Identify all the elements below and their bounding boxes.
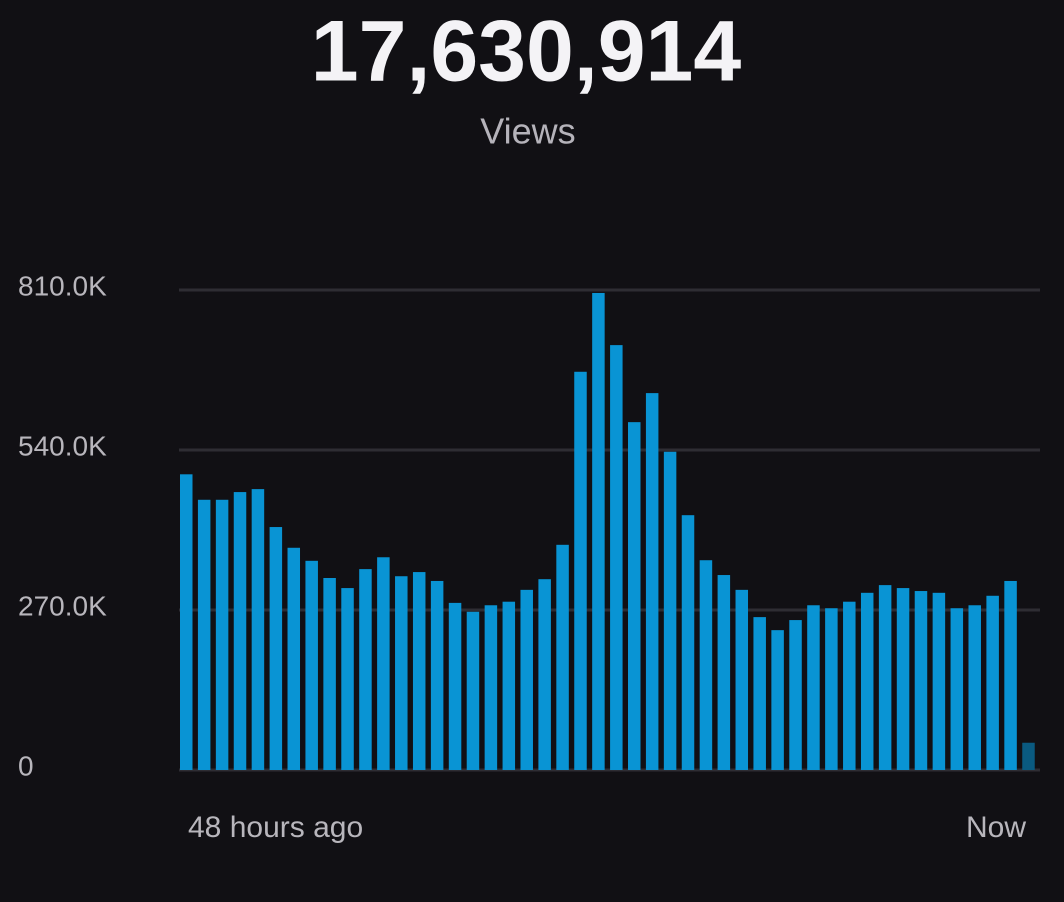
bar [592,292,605,770]
bar [789,620,802,770]
bar [645,393,659,770]
bar [377,557,390,770]
bar [699,560,713,770]
bar [448,602,462,770]
x-label-start: 48 hours ago [188,811,363,844]
y-tick-label: 0 [18,750,34,781]
bar [771,630,784,770]
bar [556,544,569,770]
total-views: 17,630,914 [311,4,742,100]
bar [1004,580,1017,770]
bar [735,589,749,770]
bar [520,589,533,770]
bar [395,576,408,770]
bar [359,569,372,770]
bar [663,451,677,770]
bar [825,608,838,770]
bar [287,547,301,770]
bar [950,608,964,770]
bar [807,605,820,770]
bar [1022,742,1035,770]
bar [466,611,480,770]
bar [968,605,981,770]
bar [323,578,336,770]
bar [986,595,999,770]
x-label-end: Now [966,811,1026,844]
bar [878,585,892,770]
bar [574,371,587,770]
bar [860,592,874,770]
y-tick-label: 270.0K [18,590,107,621]
y-tick-label: 810.0K [18,270,107,301]
bar [215,499,229,770]
bar [197,499,211,770]
bar [717,575,731,770]
bar [180,474,193,770]
bar [502,601,516,770]
bar [233,492,247,770]
bar [753,617,766,770]
bar [914,591,928,770]
bar [896,588,910,770]
bar [430,580,444,770]
bar [269,527,283,770]
bar [412,572,426,770]
bar [251,489,265,770]
bar [305,560,318,770]
bar [628,422,641,770]
bar [681,515,695,770]
bar [484,605,498,770]
bar [538,579,551,770]
bar [610,345,623,770]
bar [932,592,946,770]
bar [341,588,354,770]
y-tick-label: 540.0K [18,430,107,461]
bar [843,601,856,770]
views-label: Views [480,111,575,152]
